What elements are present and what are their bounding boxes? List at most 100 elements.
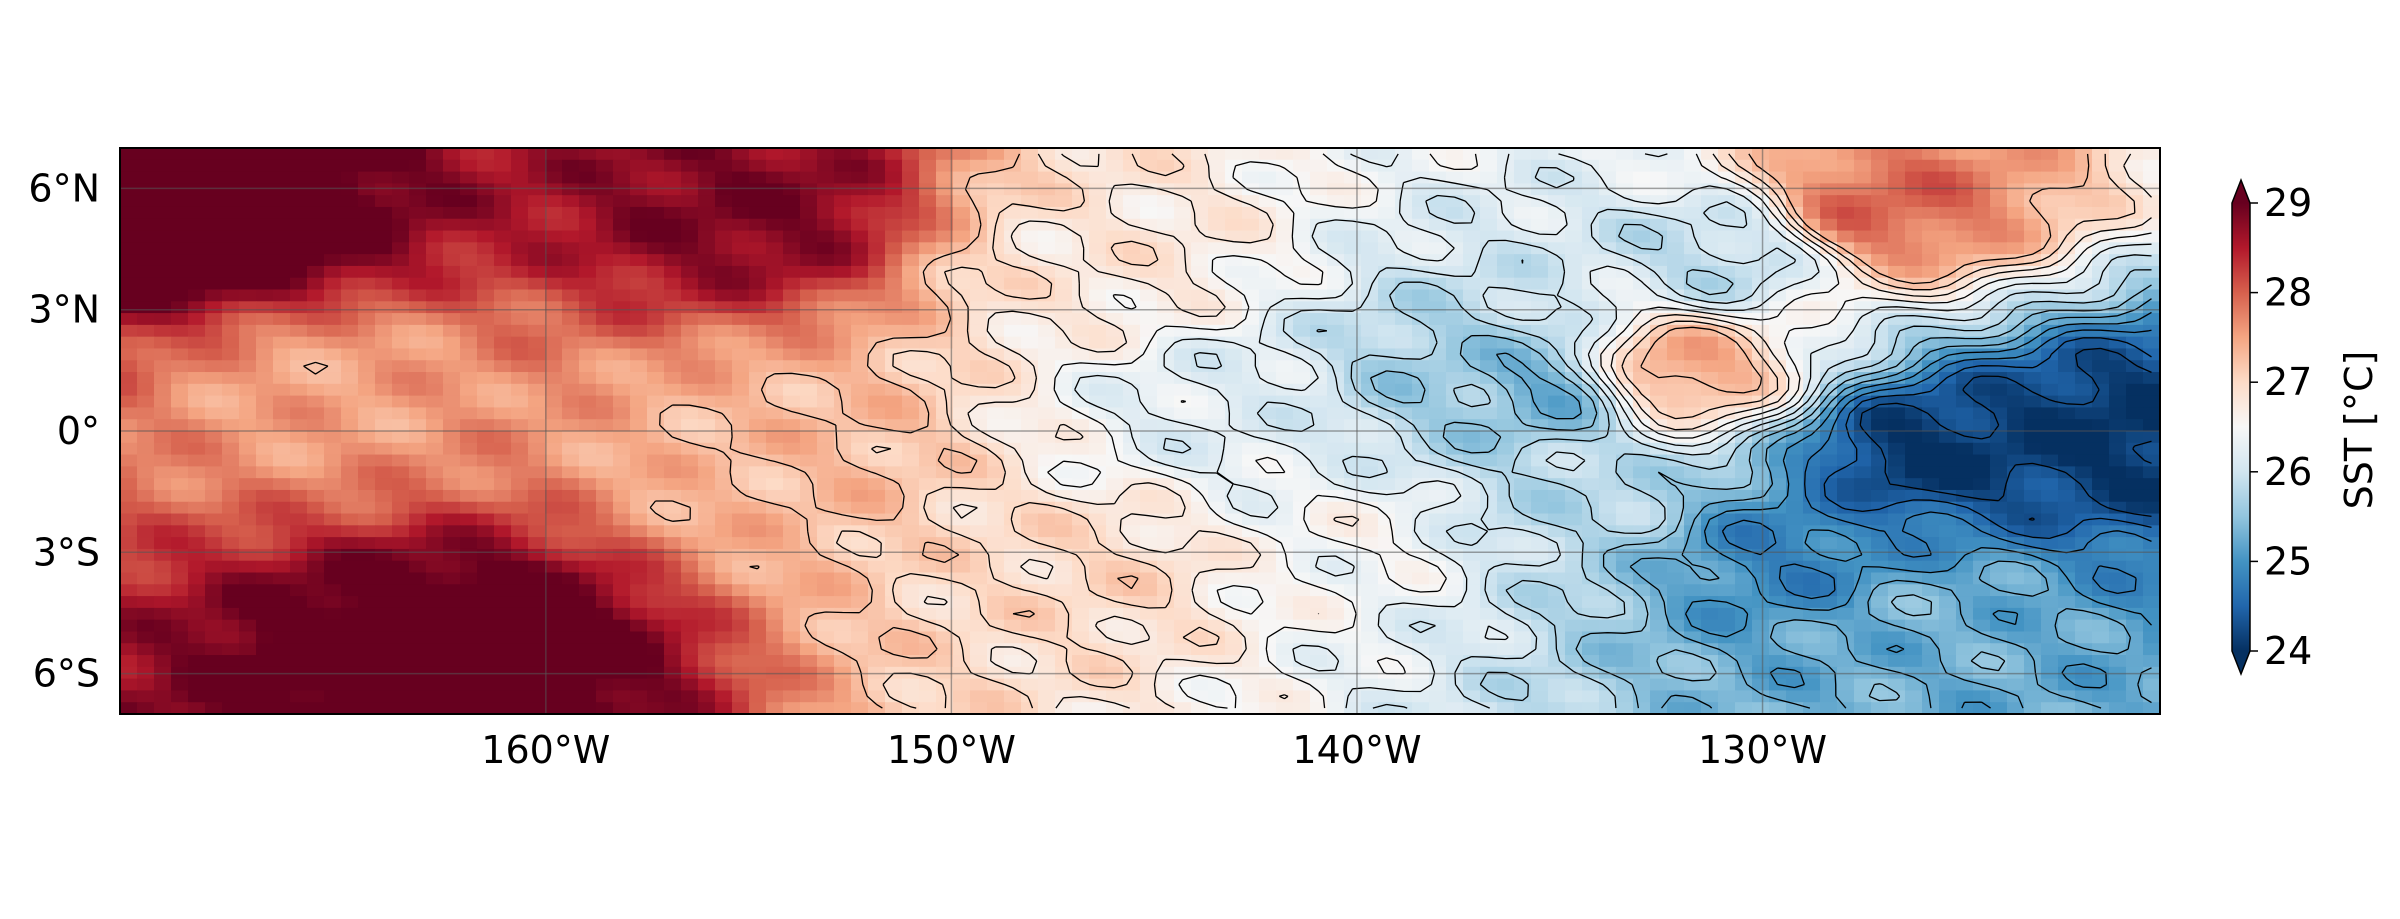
sst-cell <box>1837 195 1855 208</box>
sst-cell <box>698 183 716 196</box>
sst-cell <box>1293 218 1311 232</box>
sst-cell <box>732 289 750 302</box>
sst-cell <box>1701 277 1719 291</box>
sst-cell <box>1140 537 1158 550</box>
sst-cell <box>1633 289 1651 302</box>
sst-cell <box>1191 277 1209 291</box>
sst-cell <box>732 324 750 338</box>
sst-cell <box>698 336 716 350</box>
sst-cell <box>154 607 172 621</box>
sst-cell <box>1242 148 1260 161</box>
sst-cell <box>120 466 138 479</box>
sst-cell <box>1225 372 1243 385</box>
sst-cell <box>1225 442 1243 456</box>
sst-cell <box>562 419 580 432</box>
sst-cell <box>545 195 563 208</box>
sst-cell <box>239 395 257 409</box>
sst-cell <box>1293 560 1311 574</box>
sst-cell <box>1582 336 1600 350</box>
sst-cell <box>222 336 240 350</box>
sst-cell <box>2024 395 2042 409</box>
sst-cell <box>1157 360 1175 373</box>
sst-cell <box>426 206 444 220</box>
sst-cell <box>409 183 427 196</box>
sst-cell <box>1004 596 1022 609</box>
sst-cell <box>834 513 852 526</box>
sst-cell <box>2007 183 2025 196</box>
sst-cell <box>324 513 342 526</box>
sst-cell <box>239 230 257 243</box>
sst-cell <box>1191 395 1209 409</box>
sst-cell <box>613 242 631 255</box>
sst-cell <box>528 466 546 479</box>
sst-cell <box>1837 206 1855 220</box>
sst-cell <box>477 230 495 243</box>
sst-cell <box>936 584 954 597</box>
sst-cell <box>1803 254 1821 267</box>
sst-cell <box>1582 348 1600 361</box>
sst-cell <box>1259 148 1277 161</box>
sst-cell <box>307 372 325 385</box>
sst-cell <box>868 607 886 621</box>
sst-cell <box>358 265 376 279</box>
sst-cell <box>2024 195 2042 208</box>
sst-cell <box>324 572 342 585</box>
sst-cell <box>1276 525 1294 538</box>
sst-cell <box>1616 513 1634 526</box>
sst-cell <box>1633 301 1651 314</box>
sst-cell <box>1701 395 1719 409</box>
sst-cell <box>205 501 223 515</box>
sst-cell <box>375 395 393 409</box>
sst-cell <box>851 324 869 338</box>
sst-cell <box>392 548 410 562</box>
sst-cell <box>494 254 512 267</box>
sst-cell <box>970 183 988 196</box>
sst-cell <box>307 584 325 597</box>
sst-cell <box>1990 254 2008 267</box>
sst-cell <box>1905 360 1923 373</box>
sst-cell <box>902 419 920 432</box>
sst-cell <box>1395 289 1413 302</box>
sst-cell <box>409 560 427 574</box>
sst-cell <box>817 442 835 456</box>
sst-cell <box>409 619 427 633</box>
sst-cell <box>358 230 376 243</box>
sst-cell <box>545 548 563 562</box>
sst-cell <box>120 631 138 644</box>
sst-cell <box>953 254 971 267</box>
sst-cell <box>800 501 818 515</box>
sst-cell <box>1242 407 1260 420</box>
sst-cell <box>1412 466 1430 479</box>
sst-cell <box>1021 419 1039 432</box>
sst-cell <box>1378 348 1396 361</box>
sst-cell <box>1242 596 1260 609</box>
sst-cell <box>188 289 206 302</box>
sst-cell <box>239 348 257 361</box>
sst-cell <box>2075 489 2093 503</box>
sst-cell <box>1582 242 1600 255</box>
sst-cell <box>2075 431 2093 444</box>
sst-cell <box>1412 265 1430 279</box>
sst-cell <box>1582 301 1600 314</box>
sst-cell <box>2024 230 2042 243</box>
sst-cell <box>1378 254 1396 267</box>
sst-cell <box>919 607 937 621</box>
sst-cell <box>1412 372 1430 385</box>
sst-cell <box>630 230 648 243</box>
sst-cell <box>1361 148 1379 161</box>
sst-cell <box>2058 442 2076 456</box>
sst-cell <box>766 206 784 220</box>
sst-cell <box>2109 489 2127 503</box>
sst-cell <box>2126 525 2144 538</box>
sst-cell <box>919 348 937 361</box>
sst-cell <box>1361 631 1379 644</box>
sst-cell <box>392 572 410 585</box>
sst-cell <box>1684 171 1702 184</box>
sst-cell <box>919 513 937 526</box>
sst-cell <box>1157 289 1175 302</box>
sst-cell <box>868 360 886 373</box>
sst-cell <box>392 395 410 409</box>
sst-cell <box>1514 548 1532 562</box>
sst-cell <box>1633 501 1651 515</box>
sst-cell <box>358 171 376 184</box>
